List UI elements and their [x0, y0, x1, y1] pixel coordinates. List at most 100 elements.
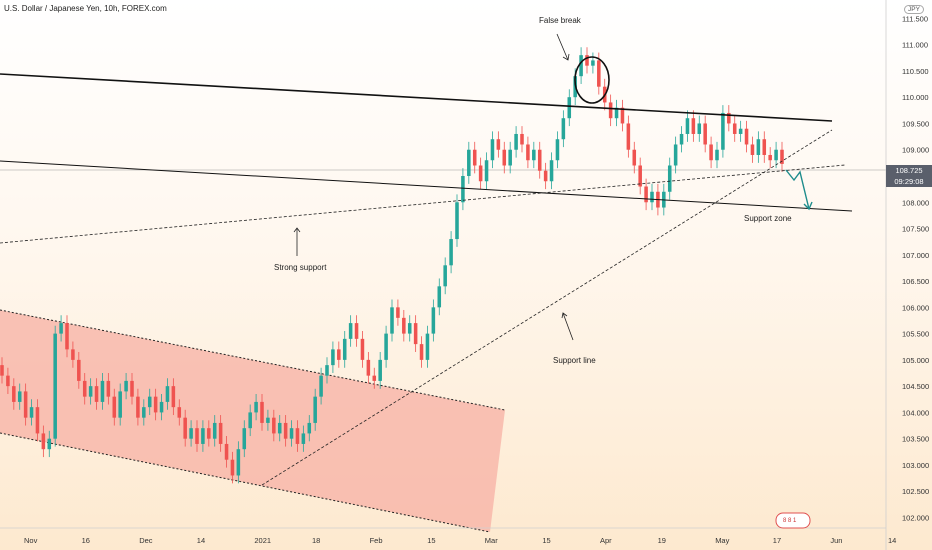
- candle-body: [520, 133, 524, 145]
- time-tick-label: 15: [427, 536, 435, 545]
- candle-body: [159, 401, 164, 413]
- candle-body: [142, 407, 146, 418]
- time-tick-label: 16: [82, 536, 90, 545]
- price-tick-label: 111.000: [902, 41, 928, 50]
- time-tick-label: 15: [542, 536, 550, 545]
- candle-body: [407, 323, 412, 334]
- current-price-label: 108.725: [886, 165, 932, 176]
- support-zone-line: [0, 160, 853, 212]
- channel-bottom-line: [0, 432, 491, 533]
- candle-body: [709, 144, 713, 161]
- time-tick-label: Feb: [370, 536, 383, 545]
- resistance-line: [0, 73, 833, 122]
- candle-body: [679, 133, 684, 145]
- candle-body: [644, 186, 648, 203]
- price-tick-label: 108.000: [902, 198, 929, 207]
- candle-body: [82, 380, 87, 397]
- candle-body: [230, 459, 235, 476]
- candle-body: [732, 123, 737, 134]
- candle-body: [608, 102, 613, 119]
- candle-body: [307, 422, 312, 434]
- candle-body: [532, 149, 536, 161]
- candle-body: [431, 307, 436, 334]
- time-tick-label: Nov: [24, 536, 38, 545]
- candle-body: [502, 149, 507, 166]
- candle-body: [461, 176, 465, 203]
- candle-body: [756, 139, 761, 155]
- candle-body: [780, 149, 784, 164]
- candle-body: [384, 333, 388, 360]
- candle-body: [71, 349, 75, 360]
- candle-body: [106, 380, 111, 397]
- support-line-arrowhead: [561, 312, 568, 319]
- candle-body: [478, 165, 483, 182]
- candle-body: [183, 417, 187, 439]
- candle-body: [413, 323, 418, 345]
- candle-body: [53, 333, 57, 439]
- price-tick-label: 102.000: [902, 513, 929, 522]
- price-tick-label: 107.000: [902, 251, 929, 260]
- candle-body: [443, 265, 447, 287]
- price-tick-label: 105.500: [902, 330, 929, 339]
- price-tick-label: 109.000: [902, 146, 929, 155]
- price-tick-label: 109.500: [902, 119, 929, 128]
- candle-body: [112, 396, 117, 418]
- candle-body: [585, 55, 589, 66]
- candle-body: [6, 375, 10, 387]
- candle-body: [514, 133, 518, 150]
- candle-body: [437, 286, 442, 308]
- candle-body: [396, 307, 400, 318]
- false-break-arrow: [556, 33, 569, 61]
- candle-body: [632, 149, 637, 166]
- time-tick-label: 2021: [254, 536, 271, 545]
- currency-badge[interactable]: JPY: [904, 5, 924, 14]
- candle-body: [47, 438, 52, 450]
- price-tick-label: 110.000: [902, 93, 929, 102]
- price-tick-label: 106.500: [902, 277, 929, 286]
- candle-body: [177, 407, 182, 418]
- candle-body: [313, 396, 317, 423]
- candle-body: [147, 396, 152, 408]
- time-tick-label: 19: [658, 536, 666, 545]
- bottom-widget[interactable]: [775, 512, 811, 529]
- candle-body: [555, 139, 560, 161]
- candle-body: [691, 118, 696, 134]
- candle-body: [325, 365, 329, 376]
- candle-body: [59, 323, 63, 334]
- candle-body: [591, 60, 595, 66]
- price-tick-label: 102.500: [902, 487, 929, 496]
- false-break-arrowhead: [562, 53, 570, 61]
- price-tick-label: 111.500: [902, 14, 928, 23]
- candle-body: [667, 165, 672, 192]
- candle-body: [236, 449, 241, 476]
- candle-body: [348, 323, 353, 339]
- price-tick-label: 104.000: [902, 408, 929, 417]
- candle-body: [620, 107, 625, 124]
- candle-body: [201, 428, 205, 444]
- candle-body: [626, 123, 631, 150]
- candle-body: [153, 396, 158, 413]
- candle-body: [41, 433, 46, 450]
- candle-body: [212, 422, 217, 439]
- label-support-line: Support line: [553, 356, 596, 365]
- candle-body: [402, 317, 406, 334]
- candle-body: [88, 386, 93, 397]
- candle-body: [301, 433, 306, 444]
- candle-body: [638, 165, 642, 187]
- price-axis[interactable]: 111.500 111.000 110.500 110.000 109.500 109.0…: [902, 14, 929, 522]
- price-tick-label: 110.500: [902, 67, 929, 76]
- candle-body: [738, 128, 743, 134]
- time-axis[interactable]: Nov 16 Dec 14 2021 18 Feb 15 Mar 15 Apr 19 May 17 Jun 1…: [24, 536, 896, 545]
- candle-body: [100, 380, 105, 402]
- strong-support-line: [0, 164, 846, 244]
- candle-body: [697, 123, 702, 134]
- projection-arrow: [785, 169, 810, 210]
- support-line-arrow: [562, 312, 574, 341]
- symbol-title: U.S. Dollar / Japanese Yen, 10h, FOREX.c…: [4, 4, 167, 13]
- candle-body: [277, 422, 282, 434]
- candle-body: [289, 428, 294, 439]
- candle-body: [331, 349, 335, 366]
- candle-body: [378, 359, 382, 381]
